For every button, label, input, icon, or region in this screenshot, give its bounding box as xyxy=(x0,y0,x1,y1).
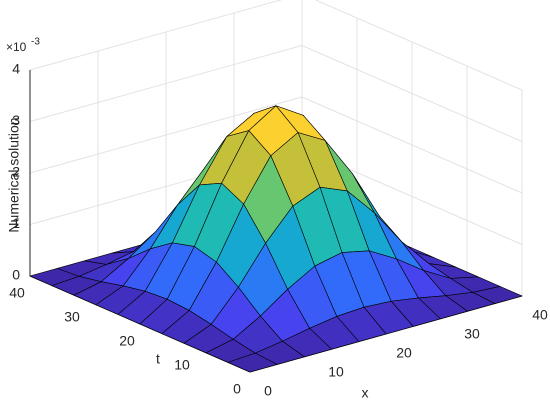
z-tick-label: 4 xyxy=(12,61,20,77)
y-tick-label: 10 xyxy=(174,357,190,373)
z-tick-label: 3 xyxy=(12,112,20,128)
z-tick-label: 1 xyxy=(12,215,20,231)
y-tick-label: 0 xyxy=(233,381,241,397)
y-tick-label: 30 xyxy=(64,309,80,325)
x-tick-label: 30 xyxy=(464,326,480,342)
y-tick-label: 40 xyxy=(9,285,25,301)
z-tick-label: 2 xyxy=(12,164,20,180)
x-tick-label: 10 xyxy=(328,364,344,380)
y-axis-label: t xyxy=(156,351,160,367)
x-tick-label: 20 xyxy=(396,345,412,361)
surface-patch xyxy=(227,352,279,373)
z-multiplier-exponent: -3 xyxy=(31,37,40,48)
y-tick-label: 20 xyxy=(119,333,135,349)
z-axis-label: Numerical solution xyxy=(6,117,22,232)
x-axis-label: x xyxy=(362,385,369,401)
z-multiplier-base: ×10 xyxy=(6,40,27,54)
z-tick-label: 0 xyxy=(12,267,20,283)
x-tick-label: 0 xyxy=(264,383,272,399)
x-tick-label: 40 xyxy=(532,307,548,323)
